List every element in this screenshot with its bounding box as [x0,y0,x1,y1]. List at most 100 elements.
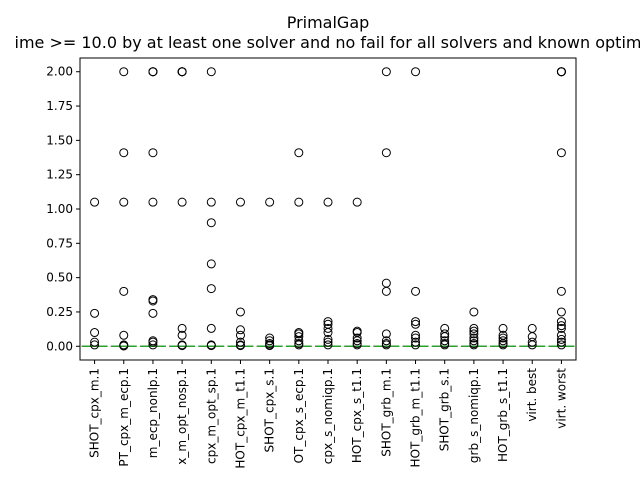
plot-frame [79,57,577,361]
outlier-point [469,333,479,343]
y-tick-label: 0.00 [46,339,73,353]
x-tick-label: SHOT_grb_s.1 [438,368,452,451]
y-tick-label: 1.50 [46,133,73,147]
outlier-point [148,308,158,318]
box-group [139,67,166,350]
outlier-point [498,333,508,343]
outlier-point [352,197,362,207]
outlier-point [119,330,129,340]
outlier-point [235,325,245,335]
box-group [402,67,429,350]
outlier-point [119,341,129,351]
outlier-point [235,337,245,347]
outlier-point [556,67,566,77]
outlier-point [177,197,187,207]
outlier-point [294,329,304,339]
outlier-point [294,340,304,350]
outlier-point [381,340,391,350]
outlier-point [469,329,479,339]
outlier-point [381,67,391,77]
outlier-point [148,340,158,350]
outlier-point [323,334,333,344]
outlier-point [381,278,391,288]
outlier-point [119,148,129,158]
outlier-point [498,323,508,333]
box-group [460,307,487,350]
outlier-point [352,336,362,346]
outlier-point [177,67,187,77]
outlier-point [381,336,391,346]
box-group [490,323,517,350]
outlier-point [352,333,362,343]
x-tick-label: m_ecp_nonlp.1 [146,368,160,458]
outlier-point [265,336,275,346]
outlier-point [148,148,158,158]
outlier-point [556,340,566,350]
outlier-point [148,337,158,347]
outlier-point [411,67,421,77]
y-tick-label: 2.00 [46,65,73,79]
outlier-point [440,340,450,350]
outlier-point [206,341,216,351]
outlier-point [323,317,333,327]
outlier-point [90,197,100,207]
outlier-point [177,323,187,333]
box-group [315,197,341,350]
outlier-point [90,337,100,347]
outlier-point [469,340,479,350]
outlier-point [556,330,566,340]
y-tick-label: 1.25 [46,168,73,182]
outlier-point [323,340,333,350]
y-tick-label: 0.25 [46,305,73,319]
outlier-point [440,336,450,346]
x-tick-label: grb_s_nomiqp.1 [467,368,481,463]
outlier-point [411,340,421,350]
box-group [198,67,225,351]
outlier-point [469,336,479,346]
outlier-point [148,67,158,77]
outlier-point [235,197,245,207]
x-tick-label: HOT_cpx_s_t1.1 [350,368,364,463]
plot-area: 0.00 0.25 0.50 0.75 1.00 1.25 1.50 1.75 2.00 SHOT… [46,57,577,469]
box-group [519,323,546,350]
outlier-point [440,329,450,339]
outlier-point [556,323,566,333]
box-group [81,197,108,350]
outlier-point [411,286,421,296]
x-tick-label: OT_cpx_s_ecp.1 [292,368,306,463]
outlier-point [206,218,216,228]
outlier-point [294,197,304,207]
outlier-point [411,333,421,343]
outlier-point [556,337,566,347]
outlier-point [265,341,275,351]
y-tick-label: 0.75 [46,236,73,250]
outlier-point [119,67,129,77]
box-group [344,197,371,350]
outlier-point [411,317,421,327]
outlier-point [206,259,216,269]
x-tick-label: SHOT_cpx_m.1 [88,368,102,458]
outlier-point [498,340,508,350]
x-tick-label: HOT_cpx_m_t1.1 [233,368,247,469]
outlier-point [235,307,245,317]
outlier-point [556,321,566,331]
outlier-point [381,148,391,158]
outlier-point [556,307,566,317]
outlier-point [498,336,508,346]
outlier-point [90,308,100,318]
outlier-point [469,323,479,333]
outlier-point [235,341,245,351]
box-group [169,67,196,351]
outlier-point [381,286,391,296]
outlier-point [527,323,537,333]
x-tick-label: cpx_s_nomiqp.1 [321,368,335,464]
x-tick-label: cpx_m_opt_sp.1 [204,368,218,464]
y-tick-label: 0.50 [46,271,73,285]
y-tick-label: 1.75 [46,99,73,113]
outlier-point [206,284,216,294]
outlier-point [469,307,479,317]
outlier-point [556,334,566,344]
outlier-point [556,286,566,296]
outlier-point [527,337,537,347]
